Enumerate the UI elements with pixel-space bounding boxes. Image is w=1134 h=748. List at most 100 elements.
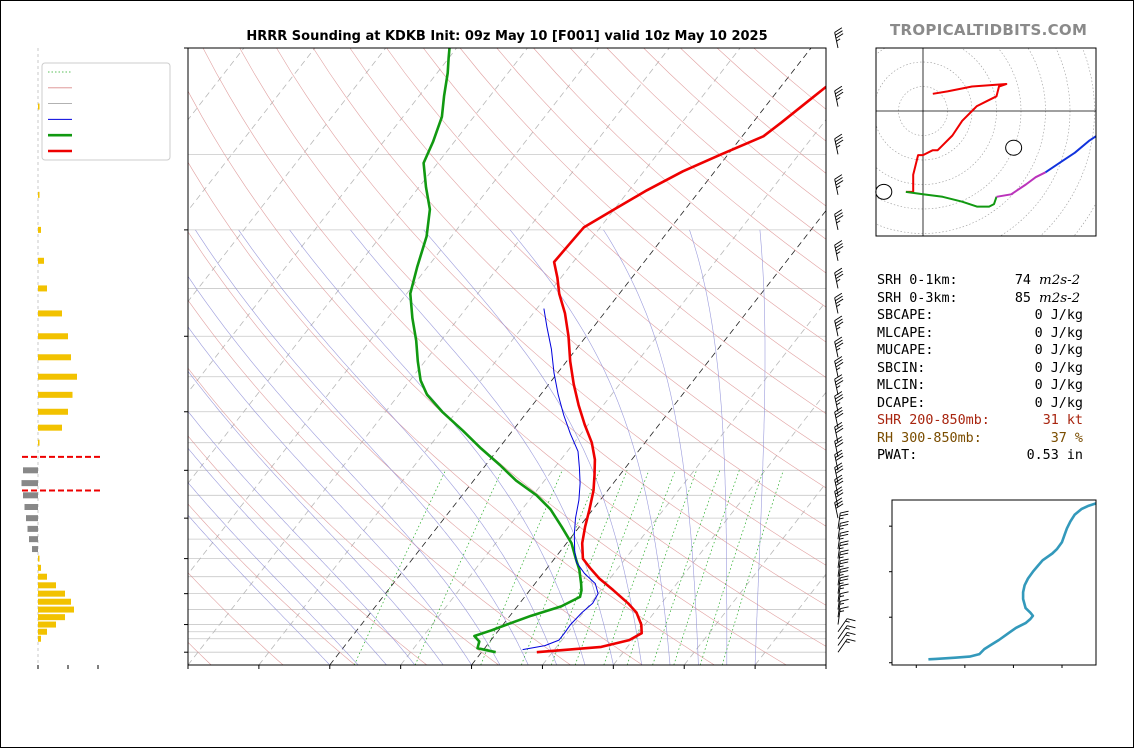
omega-bar <box>38 606 74 613</box>
barb-flag <box>839 533 849 537</box>
wetbulb-line <box>522 308 599 651</box>
barb-half <box>836 303 841 307</box>
dry-adiabat <box>349 48 826 489</box>
omega-bar <box>38 614 65 621</box>
barb-flag <box>834 174 843 180</box>
isotherm <box>0 48 31 665</box>
barb-flag <box>840 567 849 570</box>
barb-flag <box>839 570 849 573</box>
wind-barb <box>834 356 844 377</box>
barb-flag <box>835 439 843 445</box>
barb-flag <box>835 397 844 403</box>
wind-barb <box>837 521 849 540</box>
barb-flag <box>847 632 856 636</box>
barb-flag <box>834 267 843 274</box>
mixing-ratio-line <box>626 470 697 665</box>
wind-barb <box>834 436 844 457</box>
barb-flag <box>835 427 844 434</box>
barb-flag <box>835 318 843 324</box>
barb-staff <box>837 618 848 632</box>
barb-flag <box>835 91 844 98</box>
barb-flag <box>834 133 843 140</box>
wind-barb <box>834 174 844 195</box>
barb-flag <box>835 377 843 383</box>
wind-barb <box>834 462 844 484</box>
barb-flag <box>834 374 843 380</box>
stats-label: MUCAPE: <box>877 343 934 358</box>
dry-adiabat <box>188 161 715 665</box>
moist-adiabat <box>509 229 671 665</box>
omega-bar <box>38 439 40 446</box>
omega-bar <box>26 515 38 522</box>
barb-flag <box>835 180 844 186</box>
moist-adiabat <box>754 229 766 665</box>
barb-flag <box>840 575 849 579</box>
wind-barb <box>834 407 844 428</box>
dry-adiabat <box>276 48 826 566</box>
stats-unit: m2s-2 <box>1039 290 1081 306</box>
wind-barb <box>837 606 849 625</box>
wind-barb <box>834 292 844 314</box>
barb-flag <box>840 530 849 534</box>
stats-value: 74 m2s-2 <box>967 272 1134 290</box>
barb-half <box>839 582 844 585</box>
stats-value: 0 J/kg <box>1034 395 1083 411</box>
stats-row: SRH 0-3km: 85 m2s-2 <box>877 290 1117 308</box>
dry-adiabat <box>386 48 826 451</box>
stats-label: PWAT: <box>877 448 918 463</box>
barb-half <box>839 527 844 530</box>
theta-e-frame <box>891 499 1097 666</box>
moist-adiabat <box>689 229 728 665</box>
wind-barb <box>834 267 844 289</box>
barb-staff <box>837 625 848 639</box>
barb-flag <box>835 380 844 386</box>
omega-bar <box>23 492 38 499</box>
stats-label: SRH 0-3km: <box>877 290 958 306</box>
skewt-inner <box>0 48 826 665</box>
barb-flag <box>834 356 843 362</box>
isotherm <box>542 300 826 665</box>
barb-flag <box>840 521 849 524</box>
barb-half <box>836 326 841 330</box>
wind-barb <box>837 540 849 559</box>
wind-barb <box>837 625 856 639</box>
barb-half <box>839 574 844 576</box>
omega-bar <box>38 621 56 628</box>
barb-flag <box>835 243 843 249</box>
temperature-line <box>536 85 826 654</box>
stats-unit: m2s-2 <box>1039 273 1081 288</box>
wind-barb <box>834 449 844 471</box>
barb-flag <box>834 462 843 468</box>
moist-adiabat <box>195 229 529 665</box>
stats-value: 85 m2s-2 <box>967 290 1134 308</box>
barb-flag <box>839 578 849 582</box>
isotherm <box>188 48 387 303</box>
stats-row: SBCAPE: 0 J/kg <box>877 307 1117 325</box>
moist-adiabat <box>238 229 557 665</box>
stats-row: PWAT: 0.53 in <box>877 447 1117 465</box>
barb-half <box>839 595 845 598</box>
wind-barb <box>834 315 844 337</box>
stats-label: MLCIN: <box>877 378 926 393</box>
mixing-ratio-line <box>521 470 601 665</box>
stats-label: SHR 200-850mb: <box>877 413 990 428</box>
hodo-0-3-km-trace <box>905 83 1008 193</box>
isotherm <box>188 48 457 394</box>
barb-flag <box>834 27 843 33</box>
storm-motion-marker <box>1005 139 1023 156</box>
isotherm <box>188 48 528 484</box>
barb-staff <box>837 638 848 653</box>
isotherm <box>613 391 826 665</box>
barb-flag <box>847 638 856 642</box>
wind-barb <box>837 599 849 618</box>
stats-value: 0 J/kg <box>1034 308 1083 323</box>
hodo-9-km-trace <box>1044 134 1096 174</box>
wind-barb <box>837 638 856 653</box>
stats-value: 0.53 in <box>1026 448 1083 463</box>
isotherm <box>188 48 316 212</box>
moist-adiabat <box>188 275 501 665</box>
dry-adiabat <box>533 48 826 308</box>
omega-bar <box>38 226 41 233</box>
wind-barb <box>834 209 844 230</box>
